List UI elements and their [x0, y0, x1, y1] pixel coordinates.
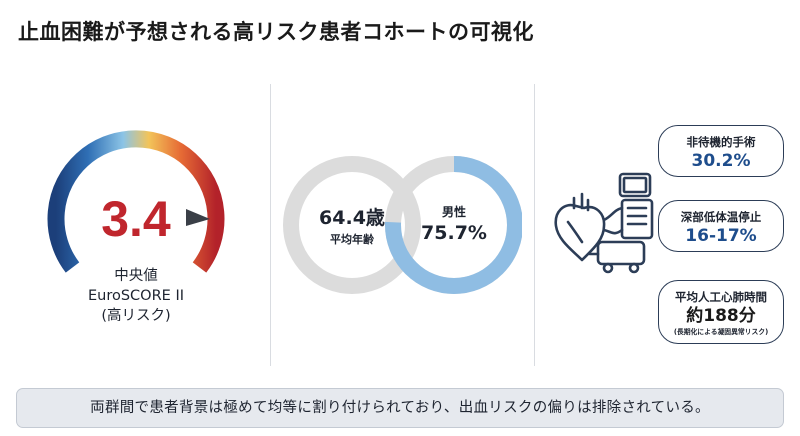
heart-lung-machine-icon: [554, 172, 654, 274]
male-value: 75.7%: [421, 222, 487, 244]
page-title: 止血困難が予想される高リスク患者コホートの可視化: [18, 20, 534, 44]
stat-value: 約188分: [686, 306, 756, 326]
demographic-rings: [283, 156, 522, 294]
gauge-caption-line2: EuroSCORE II: [87, 288, 184, 304]
gauge-value: 3.4: [101, 191, 171, 247]
euroscore-gauge: 3.4: [47, 130, 225, 273]
divider-left: [270, 84, 271, 366]
stat-non-elective-surgery: 非待機的手術 30.2%: [658, 125, 784, 177]
gauge-arc: [47, 130, 225, 273]
age-value: 64.4歳: [319, 207, 385, 229]
gauge-caption-line3: (高リスク): [101, 308, 171, 324]
stat-value: 16-17%: [685, 226, 757, 246]
divider-right: [534, 84, 535, 366]
stat-label: 平均人工心肺時間: [675, 290, 767, 304]
male-label: 男性: [441, 205, 466, 219]
age-ring: [283, 156, 421, 294]
gauge-pointer-icon: [186, 209, 210, 226]
stat-deep-hypothermic-arrest: 深部低体温停止 16-17%: [658, 200, 784, 252]
male-ring-fill: [385, 156, 522, 294]
stat-cpb-time: 平均人工心肺時間 約188分 (長期化による凝固異常リスク): [658, 280, 784, 344]
age-label: 平均年齢: [330, 233, 374, 246]
gauge-caption-line1: 中央値: [114, 268, 158, 284]
footer-summary: 両群間で患者背景は極めて均等に割り付けられており、出血リスクの偏りは排除されてい…: [16, 388, 784, 428]
stat-label: 非待機的手術: [686, 135, 756, 149]
stat-value: 30.2%: [691, 151, 751, 171]
stat-label: 深部低体温停止: [680, 210, 762, 224]
gauge-caption: 中央値 EuroSCORE II (高リスク): [56, 266, 216, 326]
stat-note: (長期化による凝固異常リスク): [673, 328, 769, 336]
